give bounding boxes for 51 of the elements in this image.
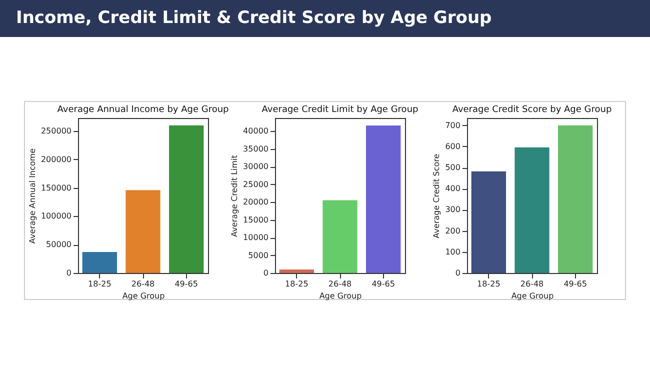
- x-tick-label: 18-25: [285, 280, 308, 288]
- y-tick-label: 150000: [40, 183, 72, 192]
- bar: [558, 125, 593, 273]
- bar: [322, 200, 358, 273]
- chart-title: Average Annual Income by Age Group: [57, 105, 230, 115]
- y-tick-label: 700: [445, 120, 460, 130]
- y-tick-label: 0: [66, 268, 72, 278]
- y-tick-label: 600: [445, 142, 460, 151]
- bar: [366, 125, 401, 273]
- bar: [126, 190, 160, 273]
- y-tick-label: 50000: [46, 240, 72, 250]
- x-axis-title: Age Group: [511, 292, 554, 300]
- text: Income, Credit Limit & Credit Score by Age Group: [0, 0, 650, 37]
- y-tick-label: 200: [445, 226, 460, 236]
- y-tick-label: 300: [445, 205, 460, 214]
- y-axis-title: Average Annual Income: [28, 148, 37, 244]
- y-tick-label: 35000: [243, 144, 268, 154]
- y-tick-label: 15000: [243, 215, 268, 224]
- x-tick-label: 26-48: [520, 280, 544, 288]
- y-axis-title: Average Credit Limit: [230, 155, 240, 237]
- y-tick-label: 30000: [243, 162, 268, 172]
- chart-title: Average Credit Score by Age Group: [452, 105, 612, 115]
- y-axis-title: Average Credit Score: [432, 154, 442, 238]
- y-tick-label: 200000: [40, 154, 72, 164]
- y-tick-label: 250000: [40, 126, 72, 136]
- y-tick-label: 400: [445, 184, 460, 194]
- y-tick-label: 100: [445, 247, 460, 256]
- x-axis-title: Age Group: [122, 292, 165, 300]
- y-tick-label: 20000: [243, 198, 268, 207]
- x-tick-label: 26-48: [131, 280, 155, 288]
- y-tick-label: 500: [445, 163, 460, 172]
- y-tick-label: 0: [263, 268, 268, 278]
- bar: [471, 171, 506, 273]
- x-tick-label: 26-48: [328, 280, 352, 288]
- x-tick-label: 49-65: [174, 280, 198, 288]
- x-tick-label: 18-25: [477, 280, 500, 288]
- x-tick-label: 18-25: [88, 280, 112, 288]
- bar: [169, 125, 204, 273]
- y-tick-label: 100000: [40, 212, 72, 221]
- x-tick-label: 49-65: [564, 280, 587, 288]
- y-tick-label: 5000: [248, 250, 268, 260]
- y-tick-label: 40000: [243, 126, 268, 136]
- x-axis-title: Age Group: [319, 292, 362, 300]
- chart-title: Average Credit Limit by Age Group: [262, 105, 419, 115]
- bar: [82, 252, 117, 273]
- bar: [514, 147, 550, 273]
- y-tick-label: 25000: [243, 180, 268, 189]
- bar: [279, 269, 314, 273]
- y-tick-label: 0: [455, 268, 460, 278]
- x-tick-label: 49-65: [372, 280, 395, 288]
- y-tick-label: 10000: [243, 233, 268, 242]
